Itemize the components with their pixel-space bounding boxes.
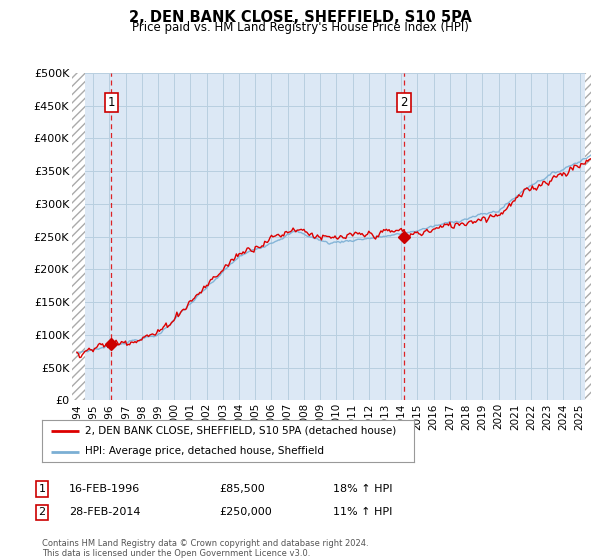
Text: 2, DEN BANK CLOSE, SHEFFIELD, S10 5PA (detached house): 2, DEN BANK CLOSE, SHEFFIELD, S10 5PA (d… — [85, 426, 396, 436]
Text: 16-FEB-1996: 16-FEB-1996 — [69, 484, 140, 494]
Text: 2: 2 — [400, 96, 408, 109]
Text: Contains HM Land Registry data © Crown copyright and database right 2024.
This d: Contains HM Land Registry data © Crown c… — [42, 539, 368, 558]
Text: £250,000: £250,000 — [219, 507, 272, 517]
Text: 28-FEB-2014: 28-FEB-2014 — [69, 507, 140, 517]
Text: £85,500: £85,500 — [219, 484, 265, 494]
Text: Price paid vs. HM Land Registry's House Price Index (HPI): Price paid vs. HM Land Registry's House … — [131, 21, 469, 34]
Text: 18% ↑ HPI: 18% ↑ HPI — [333, 484, 392, 494]
Text: 1: 1 — [38, 484, 46, 494]
Text: 2, DEN BANK CLOSE, SHEFFIELD, S10 5PA: 2, DEN BANK CLOSE, SHEFFIELD, S10 5PA — [128, 10, 472, 25]
Text: 1: 1 — [107, 96, 115, 109]
Bar — [584, 73, 591, 400]
Bar — [72, 73, 85, 400]
Text: 2: 2 — [38, 507, 46, 517]
Text: HPI: Average price, detached house, Sheffield: HPI: Average price, detached house, Shef… — [85, 446, 324, 456]
Text: 11% ↑ HPI: 11% ↑ HPI — [333, 507, 392, 517]
